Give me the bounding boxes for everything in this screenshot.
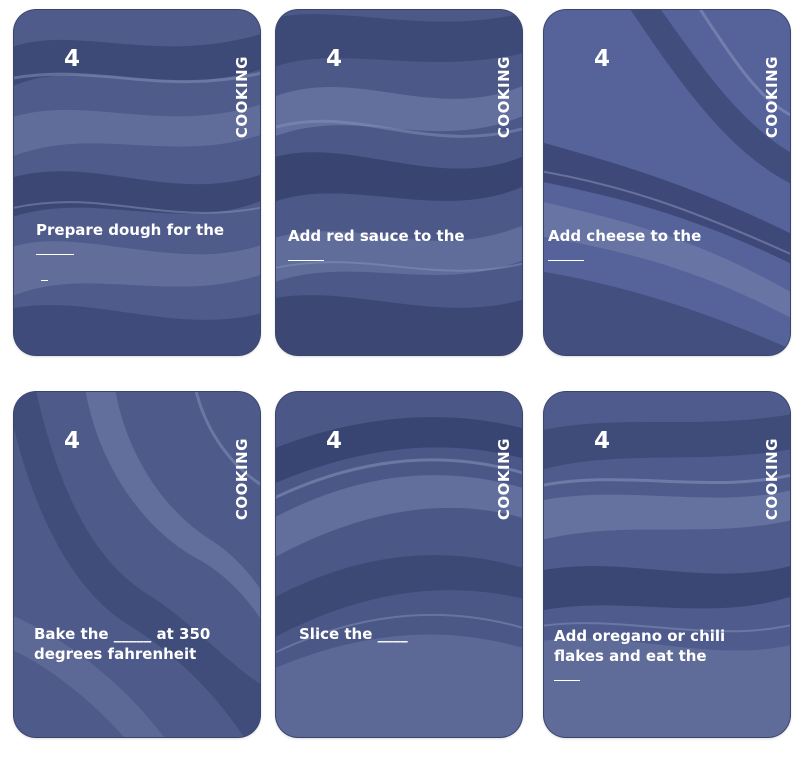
marble-background — [544, 10, 790, 355]
card-number: 4 — [64, 46, 81, 72]
card-prompt: Bake the _____ at 350 degrees fahrenheit — [34, 625, 211, 663]
card-category: COOKING — [495, 56, 513, 139]
card-prompt-text: Add cheese to the — [548, 227, 702, 245]
game-card-4[interactable]: 4 COOKING Bake the _____ at 350 degrees … — [14, 392, 260, 737]
blank-line — [554, 666, 580, 681]
card-category: COOKING — [495, 438, 513, 521]
card-prompt-text: Add oregano or chili flakes and eat the — [554, 627, 726, 665]
card-category: COOKING — [763, 56, 781, 139]
card-number: 4 — [594, 46, 611, 72]
card-prompt-text: Add red sauce to the — [288, 227, 465, 245]
card-prompt: Prepare dough for the — [36, 220, 246, 260]
game-card-1[interactable]: 4 COOKING Prepare dough for the — [14, 10, 260, 355]
card-prompt: Add oregano or chili flakes and eat the — [554, 626, 776, 686]
blank-underscore — [41, 280, 48, 281]
blank-line — [288, 246, 324, 261]
blank-line — [548, 246, 584, 261]
card-number: 4 — [326, 428, 343, 454]
card-prompt-text: Prepare dough for the — [36, 221, 225, 239]
card-prompt: Add cheese to the — [548, 226, 776, 266]
card-category: COOKING — [233, 438, 251, 521]
game-card-6[interactable]: 4 COOKING Add oregano or chili flakes an… — [544, 392, 790, 737]
card-category: COOKING — [763, 438, 781, 521]
marble-background — [544, 392, 790, 737]
game-card-5[interactable]: 4 COOKING Slice the ____ — [276, 392, 522, 737]
card-prompt: Add red sauce to the — [288, 226, 508, 266]
blank-line — [36, 240, 74, 255]
marble-background — [276, 10, 522, 355]
card-number: 4 — [64, 428, 81, 454]
card-number: 4 — [594, 428, 611, 454]
marble-background — [276, 392, 522, 737]
marble-background — [14, 392, 260, 737]
marble-background — [14, 10, 260, 355]
card-prompt: Slice the ____ — [299, 625, 408, 643]
game-card-2[interactable]: 4 COOKING Add red sauce to the — [276, 10, 522, 355]
card-category: COOKING — [233, 56, 251, 139]
game-card-3[interactable]: 4 COOKING Add cheese to the — [544, 10, 790, 355]
card-number: 4 — [326, 46, 343, 72]
